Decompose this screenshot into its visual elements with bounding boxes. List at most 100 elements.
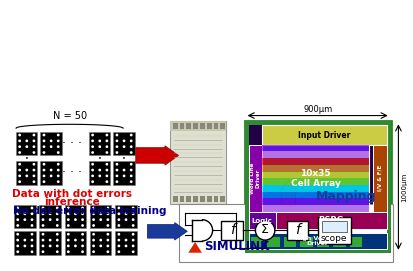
Circle shape (132, 239, 135, 241)
Bar (40, 132, 62, 156)
Bar (262, 158, 369, 165)
Bar (333, 237, 346, 247)
Bar (350, 237, 363, 247)
Circle shape (26, 145, 28, 148)
Circle shape (33, 151, 36, 154)
Circle shape (50, 140, 52, 142)
Text: · · ·: · · · (62, 166, 81, 179)
Circle shape (117, 239, 120, 241)
Bar (262, 192, 369, 198)
Bar (245, 121, 391, 253)
Circle shape (92, 233, 95, 235)
Circle shape (107, 250, 109, 253)
Circle shape (91, 163, 94, 166)
Circle shape (57, 140, 59, 142)
Bar (249, 145, 262, 212)
Circle shape (130, 145, 133, 148)
Circle shape (117, 207, 120, 209)
Bar (16, 161, 38, 185)
Bar (186, 196, 191, 202)
Circle shape (132, 212, 135, 215)
Circle shape (74, 239, 77, 241)
Bar (14, 205, 36, 228)
Circle shape (100, 244, 102, 247)
Circle shape (17, 244, 19, 247)
Circle shape (107, 207, 109, 209)
Bar (65, 231, 86, 255)
Circle shape (56, 244, 59, 247)
Circle shape (116, 134, 119, 136)
Circle shape (49, 218, 52, 221)
Circle shape (24, 244, 26, 247)
Circle shape (33, 169, 36, 172)
Circle shape (43, 151, 45, 154)
Circle shape (18, 151, 21, 154)
Text: inference: inference (44, 197, 100, 207)
Circle shape (24, 218, 26, 221)
Bar (249, 212, 276, 229)
Bar (322, 221, 347, 232)
Bar (207, 123, 211, 129)
Circle shape (26, 140, 28, 142)
Circle shape (132, 218, 135, 221)
Bar (387, 121, 391, 253)
Circle shape (107, 218, 109, 221)
Circle shape (18, 180, 21, 183)
Circle shape (31, 244, 33, 247)
Bar (262, 172, 369, 178)
Circle shape (92, 239, 95, 241)
Bar (245, 121, 249, 253)
Circle shape (50, 145, 52, 148)
Circle shape (43, 169, 45, 172)
Circle shape (100, 212, 102, 215)
Circle shape (57, 163, 59, 166)
Circle shape (42, 250, 44, 253)
Circle shape (24, 212, 26, 215)
Bar (262, 165, 369, 172)
Circle shape (81, 239, 84, 241)
Text: 900μm: 900μm (303, 105, 332, 114)
Bar (214, 196, 218, 202)
Circle shape (132, 207, 135, 209)
Circle shape (123, 175, 126, 177)
Bar (14, 231, 36, 255)
Circle shape (33, 140, 36, 142)
Circle shape (43, 175, 45, 177)
Circle shape (17, 207, 19, 209)
Circle shape (81, 212, 84, 215)
Text: Logic: Logic (252, 218, 273, 224)
Bar (221, 196, 225, 202)
Circle shape (81, 233, 84, 235)
Circle shape (50, 175, 52, 177)
Bar (89, 132, 110, 156)
Text: RSPG: RSPG (318, 216, 344, 225)
Circle shape (81, 250, 84, 253)
Bar (207, 196, 211, 202)
Text: Word Line
Driver: Word Line Driver (250, 163, 261, 194)
Circle shape (49, 239, 52, 241)
Circle shape (43, 180, 45, 183)
Bar (262, 198, 369, 205)
Circle shape (92, 218, 95, 221)
Circle shape (107, 239, 109, 241)
Circle shape (17, 233, 19, 235)
Bar (16, 132, 38, 156)
Bar (180, 196, 184, 202)
Circle shape (56, 212, 59, 215)
Circle shape (57, 145, 59, 148)
Circle shape (91, 145, 94, 148)
Bar (373, 145, 387, 212)
Circle shape (81, 207, 84, 209)
FancyArrow shape (136, 146, 178, 165)
Circle shape (67, 244, 70, 247)
Circle shape (43, 163, 45, 166)
Text: High Voltage
Driver: High Voltage Driver (295, 236, 340, 246)
Circle shape (50, 169, 52, 172)
FancyArrow shape (279, 181, 298, 206)
Circle shape (132, 250, 135, 253)
Circle shape (67, 212, 70, 215)
Bar (221, 221, 243, 240)
Circle shape (132, 244, 135, 247)
Bar (262, 178, 369, 185)
Text: No dot error data training: No dot error data training (13, 206, 167, 216)
